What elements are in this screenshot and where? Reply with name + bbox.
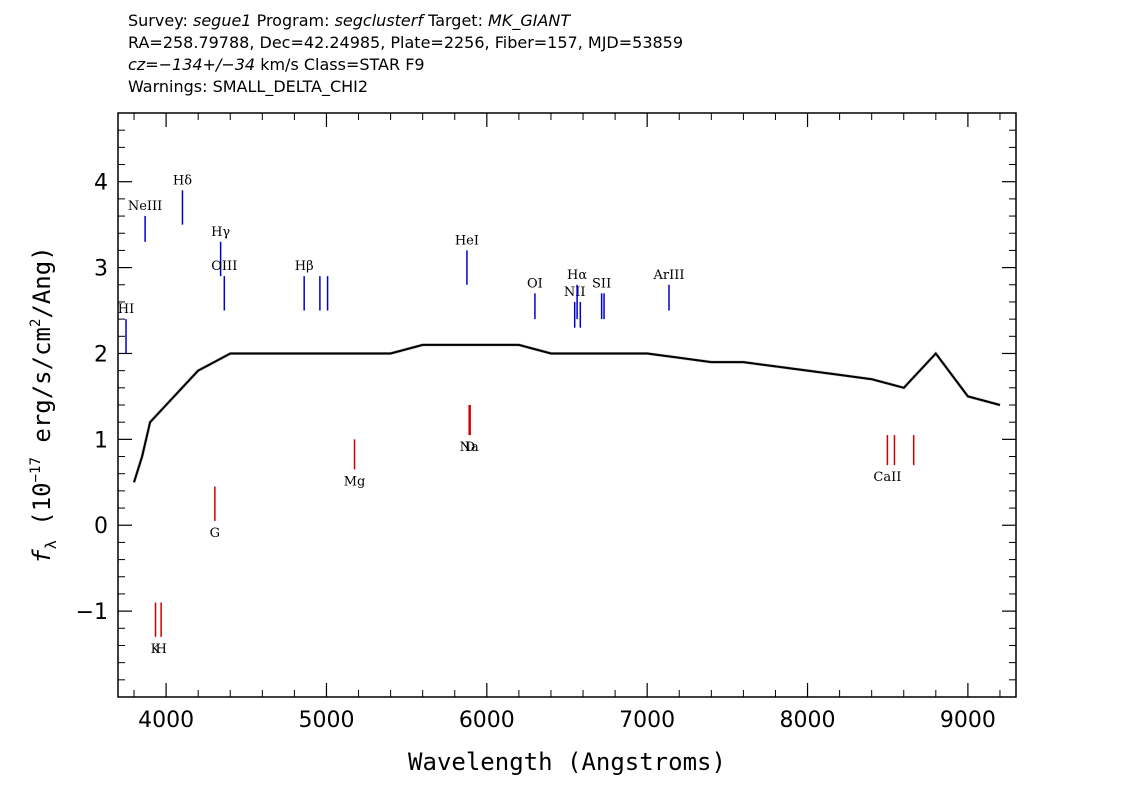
program-value: segclusterf [334,11,423,30]
absorption-line-label: D [465,440,475,455]
survey-value: segue1 [192,11,252,30]
header-line-3: cz=−134+/−34 km/s Class=STAR F9 [128,54,683,76]
y-tick-label: 1 [94,428,108,453]
absorption-line-label: K [151,642,161,657]
header-line-2: RA=258.79788, Dec=42.24985, Plate=2256, … [128,33,684,52]
emission-line-label: NeIII [128,199,162,214]
emission-line-label: OI [527,276,543,291]
y-axis-sub: λ [42,540,60,549]
x-tick-label: 6000 [459,708,515,733]
header-line-4: Warnings: SMALL_DELTA_CHI2 [128,77,369,96]
series-layer [132,343,1001,483]
absorption-line-label: H [155,642,166,657]
y-axis-end: /Ang) [28,246,56,318]
y-axis-exp: −17 [28,457,44,482]
program-label: Program: [256,11,330,30]
series-flux-line [133,343,1001,483]
y-tick-label: 0 [94,514,108,539]
target-label: Target: [428,11,483,30]
x-tick-label: 9000 [940,708,996,733]
redshift-value: cz=−134+/−34 [128,55,256,74]
y-axis-f: f [28,549,56,564]
y-tick-label: 3 [94,257,108,282]
emission-line-label: OIII [211,259,237,274]
spectrum-header: Survey: segue1 Program: segclusterf Targ… [128,10,683,98]
plot-frame [117,112,1017,698]
x-axis-title: Wavelength (Angstroms) [408,748,726,776]
emission-line-label: Hα [567,268,587,283]
x-tick-label: 5000 [298,708,354,733]
emission-line-label: HeI [455,233,479,248]
spectral-line-markers: HI NeIII Hδ Hγ OIII Hβ HeI OI NII Hα SII ArIII KH G Mg… [118,173,915,657]
y-tick-label: 2 [94,342,108,367]
axis-ticks: 4000 5000 6000 7000 8000 9000 −1 0 1 2 3 4 [76,113,1016,733]
target-value: MK_GIANT [488,11,571,30]
header-line-1: Survey: segue1 Program: segclusterf Targ… [128,10,683,32]
x-tick-label: 8000 [780,708,836,733]
emission-line-label: ArIII [652,268,684,283]
y-axis-mid: (10 [28,482,56,540]
emission-line-label: HI [118,302,134,317]
absorption-line-label: CaII [873,470,901,485]
class-value: km/s Class=STAR F9 [255,55,425,74]
y-axis-mid2: erg/s/cm [28,327,56,457]
emission-line-label: SII [592,276,611,291]
y-tick-label: −1 [76,600,108,625]
survey-label: Survey: [128,11,188,30]
series-error-line [132,343,1001,483]
x-tick-label: 7000 [619,708,675,733]
absorption-line-label: Na [460,440,479,455]
emission-line-label: Hγ [211,225,230,240]
emission-line-label: Hδ [173,173,192,188]
absorption-line-label: G [210,526,220,541]
y-axis-exp2: 2 [28,319,44,327]
y-tick-label: 4 [94,171,108,196]
absorption-line-label: Mg [344,474,366,489]
emission-line-label: NII [564,285,586,300]
y-axis-title: fλ (10−17 erg/s/cm2/Ang) [28,246,60,563]
x-tick-label: 4000 [138,708,194,733]
emission-line-label: Hβ [295,259,314,274]
